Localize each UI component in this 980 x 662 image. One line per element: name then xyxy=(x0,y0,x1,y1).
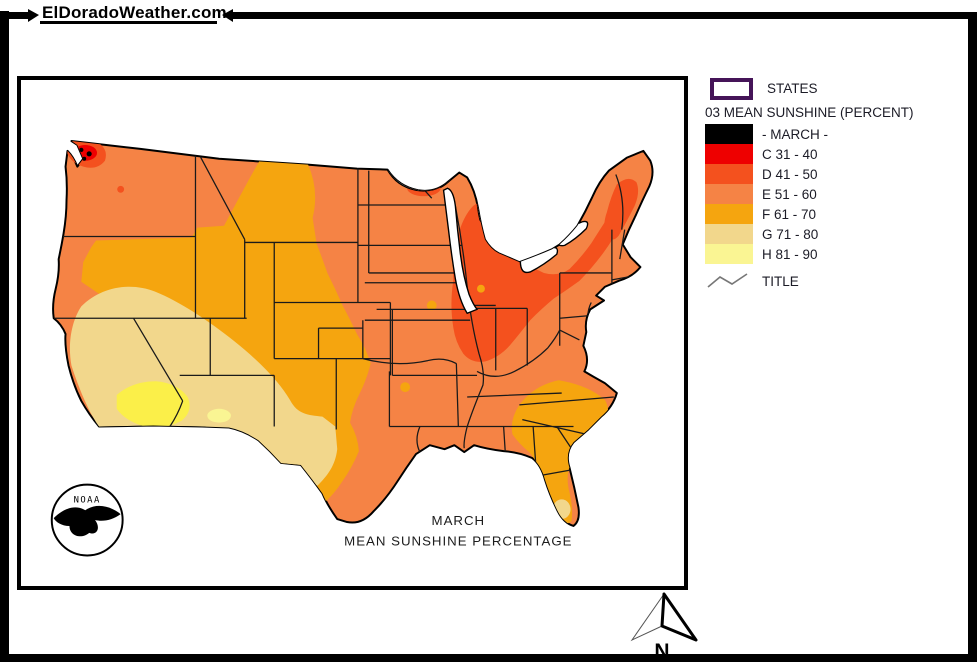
site-title[interactable]: ElDoradoWeather.com xyxy=(42,3,227,22)
region-arkansas-amber-dot xyxy=(400,382,411,393)
north-label: N xyxy=(654,640,669,662)
legend-class-label: G 71 - 80 xyxy=(762,226,819,242)
lake-michigan xyxy=(442,187,479,315)
legend-swatch xyxy=(705,164,753,184)
site-title-underline xyxy=(40,21,217,24)
legend-swatch xyxy=(705,204,753,224)
legend-class-label: H 81 - 90 xyxy=(762,246,818,262)
legend-swatch xyxy=(705,124,753,144)
map-caption-line1: MARCH xyxy=(432,513,486,528)
region-puget-black-speck xyxy=(82,156,87,161)
legend-class-row: H 81 - 90 xyxy=(703,244,975,264)
legend-title-row: TITLE xyxy=(703,269,975,293)
legend-swatch xyxy=(705,184,753,204)
region-southwest-tan xyxy=(69,286,338,486)
legend-class-row: C 31 - 40 xyxy=(703,144,975,164)
states-label: STATES xyxy=(767,81,818,96)
region-arizona-yellow xyxy=(116,381,190,428)
states-outline-swatch xyxy=(710,77,753,100)
frame-left-bar xyxy=(0,11,9,662)
noaa-logo-text: NOAA xyxy=(74,495,101,505)
legend-swatch xyxy=(705,244,753,264)
noaa-bird-icon xyxy=(53,505,121,537)
region-florida-tip-tan xyxy=(552,499,571,520)
map-caption-line2: MEAN SUNSHINE PERCENTAGE xyxy=(344,534,572,549)
legend-class-row: F 61 - 70 xyxy=(703,204,975,224)
region-maine-red xyxy=(604,178,639,240)
north-arrow: N xyxy=(630,592,698,662)
legend: STATES 03 MEAN SUNSHINE (PERCENT) - MARC… xyxy=(703,75,975,293)
legend-class-row: E 51 - 60 xyxy=(703,184,975,204)
title-right-arrow-icon xyxy=(222,9,233,22)
legend-class-label: D 41 - 50 xyxy=(762,166,818,182)
region-newmexico-paleyellow xyxy=(207,408,231,423)
legend-states-row: STATES xyxy=(703,75,975,102)
legend-swatch xyxy=(705,224,753,244)
legend-swatch xyxy=(705,144,753,164)
legend-class-row: - MARCH - xyxy=(703,124,975,144)
title-left-arrow-icon xyxy=(28,9,39,22)
north-arrow-right-half xyxy=(660,592,698,642)
legend-layer-title: 03 MEAN SUNSHINE (PERCENT) xyxy=(705,105,914,120)
region-puget-black-speck xyxy=(79,147,84,153)
north-arrow-left-half xyxy=(630,592,665,642)
legend-class-row: D 41 - 50 xyxy=(703,164,975,184)
us-sunshine-map: MARCH MEAN SUNSHINE PERCENTAGE NOAA xyxy=(50,140,654,557)
region-illinois-amber-dot xyxy=(426,300,437,311)
legend-class-label: C 31 - 40 xyxy=(762,146,818,162)
map-box: MARCH MEAN SUNSHINE PERCENTAGE NOAA xyxy=(17,76,688,590)
region-wa-or-red-dot xyxy=(117,185,125,193)
lake-huron xyxy=(476,178,513,228)
title-squiggle-icon xyxy=(707,273,748,288)
legend-title-label: TITLE xyxy=(762,273,799,289)
legend-class-label: E 51 - 60 xyxy=(762,186,817,202)
legend-class-label: F 61 - 70 xyxy=(762,206,817,222)
frame-right-bar xyxy=(968,12,977,654)
region-puget-black-speck xyxy=(86,151,92,157)
title-left-line xyxy=(2,12,28,19)
region-southeast-amber xyxy=(511,380,609,524)
legend-class-row: G 71 - 80 xyxy=(703,224,975,244)
title-right-line xyxy=(233,12,968,19)
region-indiana-amber-dot xyxy=(477,284,485,293)
legend-class-label: - MARCH - xyxy=(762,126,828,142)
noaa-logo: NOAA xyxy=(50,483,124,557)
frame-bottom-bar xyxy=(0,654,977,662)
